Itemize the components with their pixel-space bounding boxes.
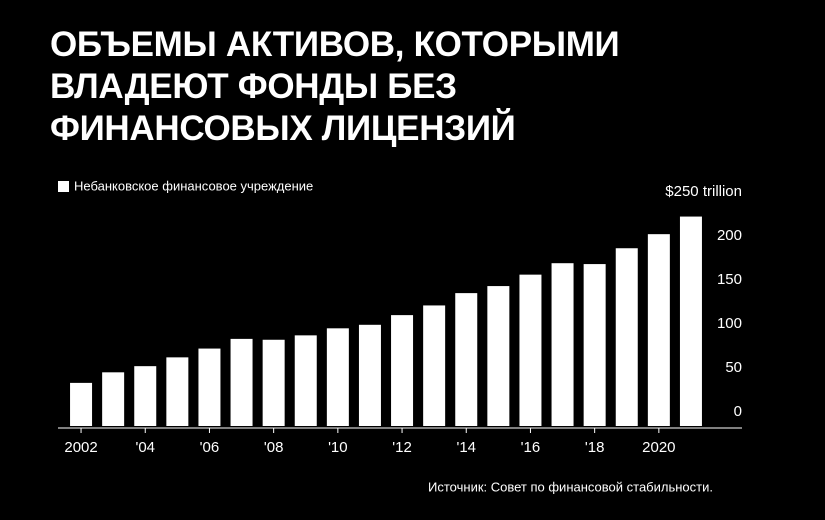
x-tick-label: 2002 — [64, 439, 97, 456]
chart-title: ОБЪЕМЫ АКТИВОВ, КОТОРЫМИ ВЛАДЕЮТ ФОНДЫ Б… — [50, 25, 620, 148]
bar — [423, 305, 446, 426]
source: Источник: Совет по финансовой стабильнос… — [428, 479, 713, 494]
bar — [326, 328, 349, 426]
legend-swatch — [58, 181, 69, 192]
legend-label: Небанковское финансовое учреждение — [74, 178, 313, 193]
x-tick-label: '06 — [200, 439, 220, 456]
y-tick-label: $250 trillion — [665, 183, 742, 200]
bar — [358, 324, 381, 426]
bar — [230, 338, 253, 426]
bar — [166, 357, 189, 426]
bar — [391, 315, 414, 426]
y-tick-label: 50 — [725, 359, 742, 376]
bar — [647, 234, 670, 426]
x-tick-label: '14 — [456, 439, 476, 456]
bar — [134, 366, 157, 426]
bar — [455, 293, 478, 426]
bar — [102, 372, 125, 426]
y-tick-label: 0 — [734, 403, 742, 420]
x-tick-label: '10 — [328, 439, 348, 456]
x-tick-label: 2020 — [642, 439, 675, 456]
bar — [615, 248, 638, 426]
bar — [198, 348, 221, 426]
y-tick-label: 150 — [717, 271, 742, 288]
x-tick-label: '08 — [264, 439, 284, 456]
bar — [262, 339, 285, 426]
y-tick-label: 200 — [717, 227, 742, 244]
bar — [519, 274, 542, 426]
x-tick-label: '18 — [585, 439, 605, 456]
x-tick-label: '04 — [135, 439, 155, 456]
x-tick-label: '16 — [521, 439, 541, 456]
bar — [679, 216, 702, 426]
bar — [70, 382, 93, 426]
y-tick-label: 100 — [717, 315, 742, 332]
bar — [551, 263, 574, 426]
bar — [583, 264, 606, 426]
bar — [294, 335, 317, 426]
bar — [487, 286, 510, 426]
x-tick-label: '12 — [392, 439, 412, 456]
